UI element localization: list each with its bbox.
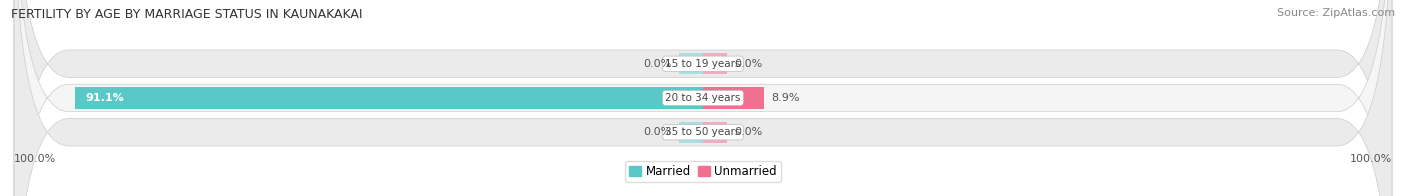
Bar xyxy=(679,53,703,74)
Bar xyxy=(703,122,727,143)
Text: 100.0%: 100.0% xyxy=(14,154,56,164)
Text: FERTILITY BY AGE BY MARRIAGE STATUS IN KAUNAKAKAI: FERTILITY BY AGE BY MARRIAGE STATUS IN K… xyxy=(11,8,363,21)
Text: 91.1%: 91.1% xyxy=(86,93,125,103)
Text: Source: ZipAtlas.com: Source: ZipAtlas.com xyxy=(1277,8,1395,18)
Text: 0.0%: 0.0% xyxy=(734,59,762,69)
Bar xyxy=(679,122,703,143)
Text: 20 to 34 years: 20 to 34 years xyxy=(665,93,741,103)
Text: 8.9%: 8.9% xyxy=(772,93,800,103)
Legend: Married, Unmarried: Married, Unmarried xyxy=(624,161,782,182)
Bar xyxy=(703,87,765,109)
FancyBboxPatch shape xyxy=(14,0,1392,196)
Text: 0.0%: 0.0% xyxy=(644,59,672,69)
Text: 0.0%: 0.0% xyxy=(734,127,762,137)
Bar xyxy=(703,53,727,74)
FancyBboxPatch shape xyxy=(14,0,1392,196)
Text: 35 to 50 years: 35 to 50 years xyxy=(665,127,741,137)
Text: 100.0%: 100.0% xyxy=(1350,154,1392,164)
Bar xyxy=(76,87,703,109)
FancyBboxPatch shape xyxy=(14,0,1392,196)
Text: 0.0%: 0.0% xyxy=(644,127,672,137)
Text: 15 to 19 years: 15 to 19 years xyxy=(665,59,741,69)
